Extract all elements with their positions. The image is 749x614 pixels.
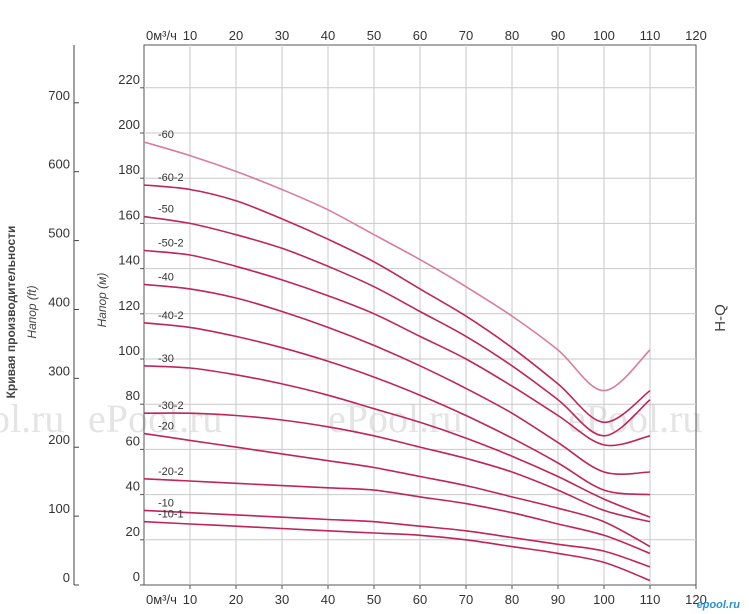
curve-label: -20-2 <box>158 466 184 478</box>
curve-50-2 <box>143 249 651 447</box>
y-tick-label-m: 180 <box>118 162 140 177</box>
x-tick-label-top: 40 <box>321 28 335 43</box>
left-axis-title: Кривая производительности <box>4 226 18 399</box>
x-tick-label-bottom: 60 <box>413 592 427 607</box>
watermark-1: ePool.ru <box>0 396 64 441</box>
ft-axis: 0 100 200 300 400 500 600 700 <box>48 88 79 586</box>
x-unit-label-bottom: 0м³/ч <box>146 592 177 607</box>
y-tick-label-m: 0 <box>133 569 140 584</box>
x-tick-label-top: 100 <box>593 28 615 43</box>
curve-10 <box>143 509 651 568</box>
curve-60-2 <box>143 184 651 424</box>
curve-40 <box>143 283 651 475</box>
y-tick-label-m: 140 <box>118 253 140 268</box>
curve-label: -10 <box>158 497 174 509</box>
x-tick-label-top: 110 <box>640 28 661 43</box>
y-tick-label-m: 120 <box>118 298 140 313</box>
x-tick-label-bottom: 100 <box>593 592 615 607</box>
x-tick-label-top: 50 <box>367 28 381 43</box>
curve-label: -20 <box>158 421 174 433</box>
curve-label: -60-2 <box>158 172 184 184</box>
curve-label: -30 <box>158 353 174 365</box>
y-tick-label-m: 40 <box>126 479 140 494</box>
x-tick-label-bottom: 90 <box>551 592 565 607</box>
x-tick-label-bottom: 40 <box>321 592 335 607</box>
x-tick-label-bottom: 20 <box>229 592 243 607</box>
curve-label: -40-2 <box>158 310 184 322</box>
curve-40-2 <box>143 322 651 496</box>
x-tick-label-top: 90 <box>551 28 565 43</box>
x-tick-label-bottom: 80 <box>505 592 519 607</box>
watermark-3: ePool.ru <box>328 396 462 441</box>
curve-10-1 <box>143 520 651 582</box>
curve-labels: -60 -60-2 -50 -50-2 -40 -40-2 -30 -30-2 -20 -20-2… <box>158 129 184 521</box>
x-tick-label-bottom: 30 <box>275 592 289 607</box>
ft-tick-label: 200 <box>48 432 70 447</box>
x-tick-label-top: 20 <box>229 28 243 43</box>
ft-tick-label: 100 <box>48 501 70 516</box>
y-axis-title: Напор (м) <box>95 273 109 328</box>
y-tick-label-m: 60 <box>126 433 140 448</box>
y-tick-label-m: 160 <box>118 207 140 222</box>
chart-title: H-Q <box>712 304 729 332</box>
x-tick-label-top: 10 <box>183 28 197 43</box>
x-tick-label-bottom: 50 <box>367 592 381 607</box>
ft-tick-label: 0 <box>63 570 70 585</box>
curve-label: -30-2 <box>158 400 184 412</box>
curve-label: -50-2 <box>158 238 184 250</box>
watermark-2: ePool.ru <box>88 396 222 441</box>
ft-tick-label: 700 <box>48 88 70 103</box>
x-tick-label-top: 70 <box>459 28 473 43</box>
curve-label: -60 <box>158 129 174 141</box>
y-tick-label-m: 20 <box>126 524 140 539</box>
x-tick-label-top: 120 <box>685 28 707 43</box>
y-tick-label-m: 220 <box>118 72 140 87</box>
x-tick-label-bottom: 110 <box>640 592 661 607</box>
x-axis-bottom: 10 20 30 40 50 60 70 80 90 100 110 120 0м³/ч <box>146 585 707 607</box>
ft-tick-label: 600 <box>48 157 70 172</box>
grid <box>144 45 696 585</box>
watermark-4: ePool.ru <box>568 396 702 441</box>
y-tick-label-m: 80 <box>126 388 140 403</box>
left-axis-subtitle: Напор (ft) <box>25 285 39 338</box>
ft-tick-label: 500 <box>48 226 70 241</box>
curve-60 <box>143 141 651 392</box>
curve-label: -10-1 <box>158 509 184 521</box>
m-axis: 0 20 40 60 80 100 120 140 160 180 200 220 <box>118 72 144 586</box>
curves <box>143 141 651 582</box>
y-tick-label-m: 200 <box>118 117 140 132</box>
x-tick-label-bottom: 10 <box>183 592 197 607</box>
x-tick-label-bottom: 70 <box>459 592 473 607</box>
y-tick-label-m: 100 <box>118 343 140 358</box>
x-tick-label-top: 60 <box>413 28 427 43</box>
curve-30 <box>143 365 651 518</box>
ft-tick-label: 400 <box>48 294 70 309</box>
curve-20-2 <box>143 478 651 555</box>
x-unit-label-top: 0м³/ч <box>146 28 177 43</box>
x-tick-label-top: 30 <box>275 28 289 43</box>
curve-20 <box>143 432 651 548</box>
curve-30-2 <box>143 412 651 523</box>
curve-50 <box>143 215 651 437</box>
brand-logo-text: epool.ru <box>697 599 741 611</box>
curve-label: -50 <box>158 204 174 216</box>
ft-tick-label: 300 <box>48 363 70 378</box>
x-axis-top: 10 20 30 40 50 60 70 80 90 100 110 120 0м³/ч <box>146 28 707 43</box>
curve-label: -40 <box>158 271 174 283</box>
x-tick-label-bottom: 120 <box>685 592 707 607</box>
x-tick-label-top: 80 <box>505 28 519 43</box>
